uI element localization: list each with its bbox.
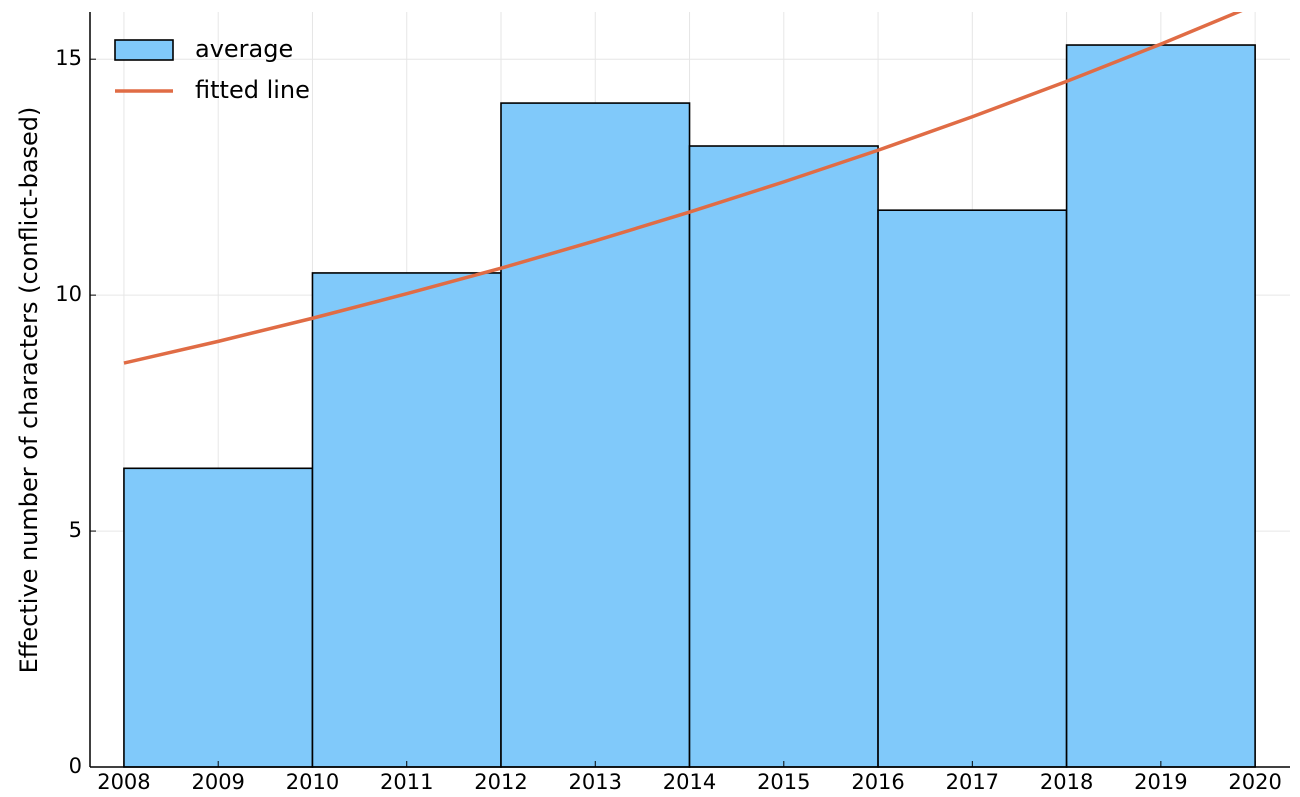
x-tick-label: 2016 (851, 770, 904, 794)
legend-label: average (195, 35, 293, 63)
lines (123, 12, 1243, 365)
x-tick-label: 2019 (1134, 770, 1187, 794)
x-tick-label: 2008 (97, 770, 150, 794)
bar (688, 145, 879, 768)
y-axis-label: Effective number of characters (conflict… (15, 107, 43, 674)
bar (877, 209, 1068, 768)
y-tick-label: 10 (55, 282, 82, 306)
bar (500, 102, 691, 768)
fitted-line (123, 12, 1243, 365)
x-tick-label: 2020 (1228, 770, 1281, 794)
x-tick-label: 2015 (757, 770, 810, 794)
bar (1065, 44, 1256, 768)
bar (123, 467, 314, 768)
x-tick-label: 2013 (569, 770, 622, 794)
y-tick-label: 5 (69, 518, 82, 542)
legend-label: fitted line (195, 76, 310, 104)
x-tick-label: 2010 (286, 770, 339, 794)
y-tick-label: 15 (55, 46, 82, 70)
legend: average fitted line (114, 35, 310, 104)
x-tick-label: 2012 (474, 770, 527, 794)
x-tick-label: 2014 (663, 770, 716, 794)
x-tick-label: 2011 (380, 770, 433, 794)
axes: 0 5 10 15 2008 2009 2010 2011 2012 2013 2014 2015 20… (55, 12, 1290, 794)
bar (311, 272, 502, 768)
y-tick-label: 0 (69, 754, 82, 778)
bars (123, 44, 1256, 768)
x-tick-label: 2017 (946, 770, 999, 794)
x-tick-label: 2009 (191, 770, 244, 794)
x-tick-label: 2018 (1040, 770, 1093, 794)
legend-swatch (114, 39, 174, 61)
